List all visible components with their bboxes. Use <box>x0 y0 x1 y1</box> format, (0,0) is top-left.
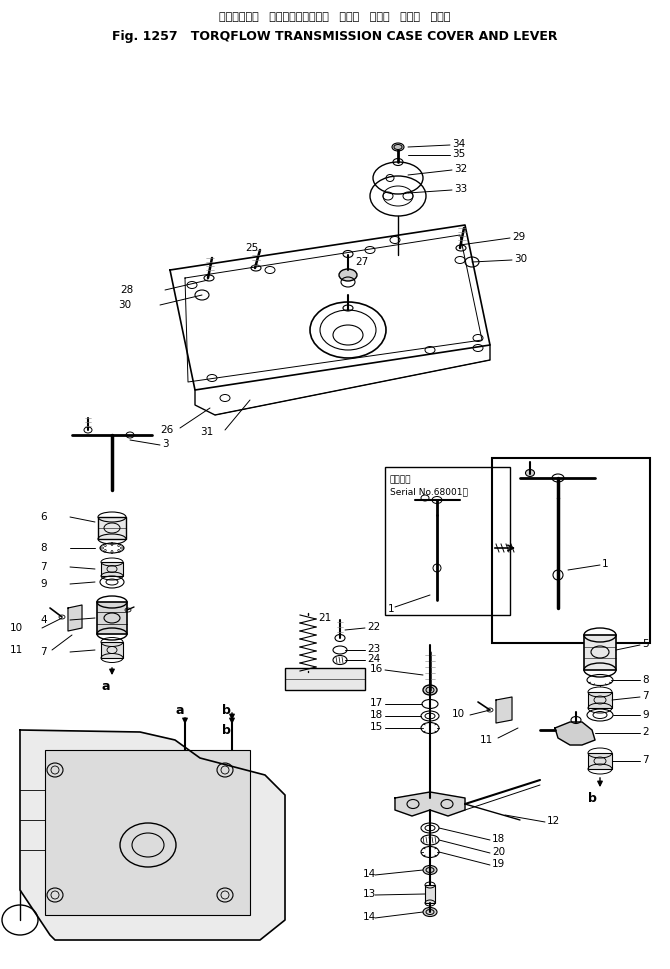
Text: 8: 8 <box>40 543 47 553</box>
Text: a: a <box>102 679 111 693</box>
Text: 24: 24 <box>367 654 381 664</box>
Text: 13: 13 <box>363 889 377 899</box>
Ellipse shape <box>339 269 357 281</box>
Bar <box>98 517 126 539</box>
Bar <box>45 750 250 915</box>
Text: 18: 18 <box>492 834 505 844</box>
Bar <box>385 467 510 615</box>
Bar <box>101 642 123 658</box>
Text: 14: 14 <box>363 912 377 922</box>
Bar <box>101 562 123 576</box>
Text: 通番号機: 通番号機 <box>390 475 411 484</box>
Ellipse shape <box>423 908 437 917</box>
Ellipse shape <box>423 685 437 695</box>
Text: 27: 27 <box>355 257 369 267</box>
Text: 18: 18 <box>370 710 383 720</box>
Text: b: b <box>222 724 230 736</box>
Text: Serial No.68001～: Serial No.68001～ <box>390 487 468 496</box>
Text: 30: 30 <box>514 254 527 264</box>
Text: 33: 33 <box>454 184 467 194</box>
Text: 23: 23 <box>367 644 381 654</box>
Polygon shape <box>496 697 512 723</box>
Text: 20: 20 <box>492 847 505 857</box>
Text: 10: 10 <box>10 623 23 633</box>
Text: 28: 28 <box>120 285 133 295</box>
Text: 26: 26 <box>160 425 174 435</box>
Text: 16: 16 <box>370 664 383 674</box>
Text: 2: 2 <box>642 727 649 737</box>
Text: Fig. 1257   TORQFLOW TRANSMISSION CASE COVER AND LEVER: Fig. 1257 TORQFLOW TRANSMISSION CASE COV… <box>113 30 557 43</box>
Ellipse shape <box>423 865 437 874</box>
Bar <box>285 668 365 690</box>
Text: 14: 14 <box>363 869 377 879</box>
Text: 17: 17 <box>370 698 383 708</box>
Polygon shape <box>555 722 595 745</box>
Bar <box>588 753 612 769</box>
Text: 5: 5 <box>642 639 649 649</box>
Bar <box>588 692 612 708</box>
Bar <box>97 602 127 634</box>
Text: トルクフロー   トランスミッション   ケース   カバー   および   レバー: トルクフロー トランスミッション ケース カバー および レバー <box>219 12 451 22</box>
Text: 7: 7 <box>40 562 47 572</box>
Text: 1: 1 <box>602 559 608 569</box>
Text: 32: 32 <box>454 164 467 174</box>
Text: 21: 21 <box>318 613 331 623</box>
Text: 29: 29 <box>512 232 525 242</box>
Polygon shape <box>20 730 285 940</box>
Polygon shape <box>395 792 465 816</box>
Text: 25: 25 <box>245 243 258 253</box>
Text: 31: 31 <box>200 427 213 437</box>
Ellipse shape <box>525 470 535 477</box>
Text: 10: 10 <box>452 709 465 719</box>
Text: 9: 9 <box>642 710 649 720</box>
Ellipse shape <box>392 143 404 151</box>
Text: 7: 7 <box>642 691 649 701</box>
Text: 35: 35 <box>452 149 465 159</box>
Text: 12: 12 <box>547 816 560 826</box>
Text: 7: 7 <box>40 647 47 657</box>
Text: 11: 11 <box>480 735 493 745</box>
Text: 8: 8 <box>642 675 649 685</box>
Text: 1: 1 <box>388 604 395 614</box>
Text: 3: 3 <box>162 439 169 449</box>
Bar <box>425 885 435 903</box>
Polygon shape <box>68 605 82 631</box>
Text: 11: 11 <box>10 645 23 655</box>
Text: a: a <box>176 703 184 716</box>
Text: 19: 19 <box>492 859 505 869</box>
Text: 22: 22 <box>367 622 381 632</box>
Text: 15: 15 <box>370 722 383 732</box>
Text: b: b <box>222 703 231 716</box>
Bar <box>584 635 616 670</box>
Text: 7: 7 <box>642 755 649 765</box>
Bar <box>492 458 650 643</box>
Text: 30: 30 <box>118 300 131 310</box>
Text: 4: 4 <box>40 615 47 625</box>
Text: b: b <box>588 792 596 804</box>
Text: 6: 6 <box>40 512 47 522</box>
Text: 34: 34 <box>452 139 465 149</box>
Text: 9: 9 <box>40 579 47 589</box>
